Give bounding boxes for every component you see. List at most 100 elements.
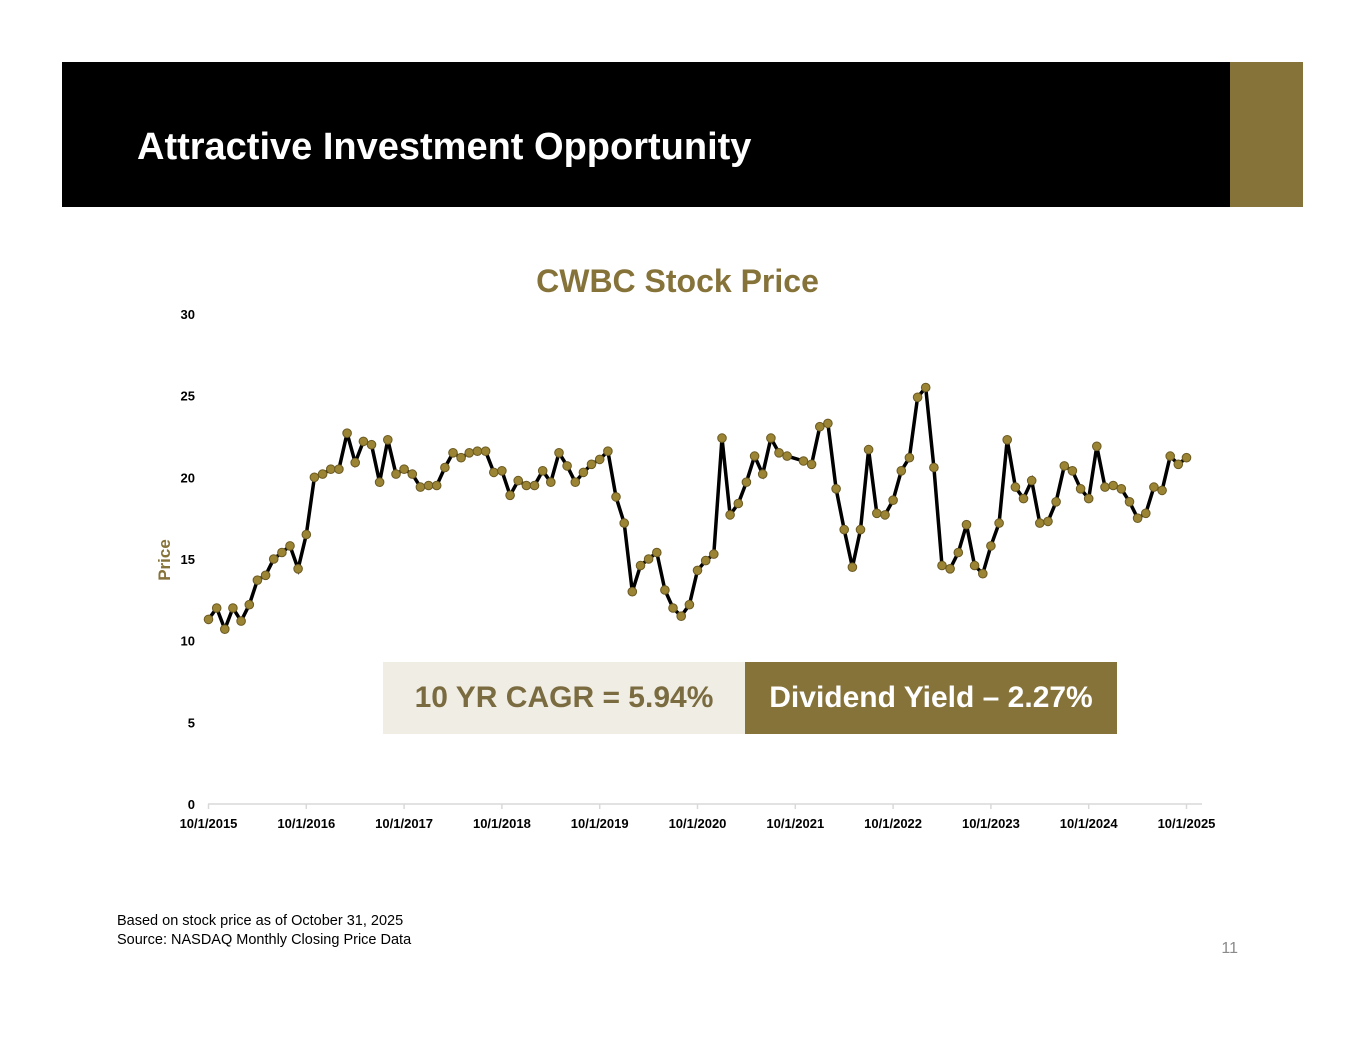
data-point [1026,475,1037,486]
data-point [236,616,246,626]
data-point [456,452,466,463]
data-point [423,480,434,491]
data-point [823,418,833,429]
data-point [831,484,841,494]
data-point [252,575,263,586]
x-tick-label: 10/1/2024 [1060,816,1119,831]
data-point [489,467,499,478]
data-point [611,492,621,502]
data-point [391,469,401,479]
data-point [497,466,507,476]
price-series [203,382,1192,635]
data-point [1157,485,1167,496]
data-point [757,469,768,479]
data-point [448,448,458,458]
data-point [920,382,931,393]
x-tick-label: 10/1/2017 [375,816,433,831]
data-point [342,428,352,439]
data-point [358,436,369,447]
data-point [301,529,312,540]
data-point [684,599,695,610]
slide-title: Attractive Investment Opportunity [137,126,752,168]
data-point [505,490,515,501]
data-point [407,469,418,479]
y-tick-label: 20 [181,470,195,485]
data-point [326,464,336,475]
data-point [766,433,776,443]
data-point [513,475,524,486]
data-point [268,554,279,564]
data-point [570,477,581,488]
data-point [285,541,295,551]
data-point [1173,459,1184,470]
data-point [431,480,442,491]
data-point [839,524,850,535]
x-tick-label: 10/1/2016 [277,816,335,831]
data-point [521,480,532,491]
data-point [652,547,662,558]
data-point [1181,452,1192,463]
data-point [309,472,320,483]
data-point [203,614,214,625]
y-tick-label: 25 [181,389,195,404]
y-tick-label: 15 [181,552,195,567]
data-point [464,448,475,458]
x-tick-label: 10/1/2022 [864,816,922,831]
data-point [961,519,972,530]
x-axis-ticks: 10/1/2015 10/1/2016 10/1/2017 10/1/2018 10/1… [180,804,1216,831]
data-point [374,477,385,488]
data-point [334,464,344,475]
header-accent-block [1230,62,1303,207]
data-point [366,439,377,450]
data-point [969,560,980,571]
data-point [1108,480,1118,491]
data-point [562,461,572,471]
data-point [211,603,222,613]
x-tick-label: 10/1/2021 [766,816,824,831]
chart-title: CWBC Stock Price [536,263,819,299]
data-point [220,624,230,635]
x-tick-label: 10/1/2025 [1158,816,1216,831]
data-point [660,585,670,595]
data-point [1059,461,1070,471]
data-point [643,554,654,564]
data-point [594,454,605,465]
data-point [1141,508,1151,519]
footnotes: Based on stock price as of October 31, 2… [117,912,411,950]
data-point [603,446,613,457]
data-point [1035,518,1045,528]
data-point [798,456,809,466]
data-point [978,568,988,579]
data-point [1075,484,1086,494]
data-point [855,524,866,535]
data-point [586,459,597,470]
x-tick-label: 10/1/2023 [962,816,1020,831]
data-point [986,541,996,551]
data-point [904,452,915,463]
data-point [692,565,703,576]
data-point [1124,497,1135,507]
data-point [668,603,678,613]
data-point [440,462,450,473]
y-tick-label: 10 [181,634,195,649]
data-point [1067,466,1078,476]
data-point [725,510,735,520]
data-point [782,451,792,461]
x-tick-label: 10/1/2018 [473,816,531,831]
data-point [619,518,630,528]
data-point [635,560,646,571]
y-tick-label: 30 [181,307,195,322]
data-point [1165,451,1175,461]
data-point [383,435,393,445]
data-point [676,611,687,622]
footnote-source: Source: NASDAQ Monthly Closing Price Dat… [117,932,412,948]
page-number: 11 [1221,940,1238,957]
x-tick-label: 10/1/2015 [180,816,238,831]
data-point [1051,497,1061,507]
data-point [741,477,752,488]
data-point [1116,484,1127,494]
data-point [277,547,287,558]
header-bar [62,62,1230,207]
data-point [260,570,271,581]
